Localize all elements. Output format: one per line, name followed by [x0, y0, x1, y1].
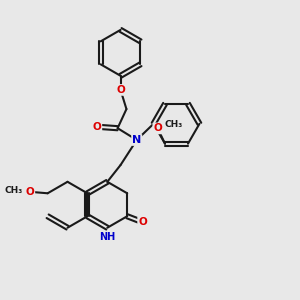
Text: O: O — [93, 122, 101, 132]
Text: O: O — [138, 217, 147, 227]
Text: CH₃: CH₃ — [165, 120, 183, 129]
Text: N: N — [132, 135, 141, 145]
Text: O: O — [26, 187, 34, 197]
Text: NH: NH — [99, 232, 116, 242]
Text: O: O — [153, 123, 162, 134]
Text: CH₃: CH₃ — [5, 186, 23, 195]
Text: O: O — [116, 85, 125, 95]
